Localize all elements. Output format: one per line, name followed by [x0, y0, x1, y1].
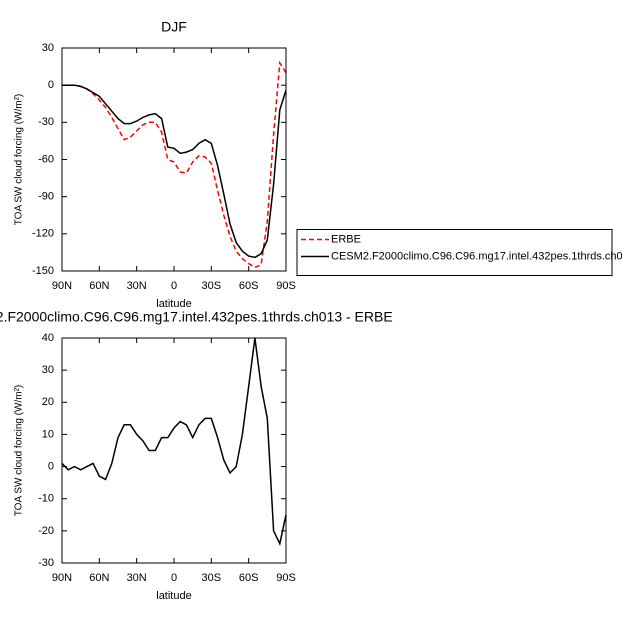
- chart-title: DJF: [161, 19, 187, 35]
- x-axis-label: latitude: [156, 298, 191, 310]
- y-tick-label: -30: [38, 557, 54, 569]
- y-tick-label: 30: [42, 364, 54, 376]
- x-tick-label: 60N: [89, 572, 109, 584]
- y-tick-label: -120: [32, 228, 54, 240]
- y-tick-label: 30: [42, 42, 54, 54]
- x-tick-label: 0: [171, 572, 177, 584]
- legend-label: ERBE: [331, 233, 361, 245]
- x-tick-label: 30N: [127, 572, 147, 584]
- x-tick-label: 30S: [202, 280, 222, 292]
- y-tick-label: -150: [32, 265, 54, 277]
- data-line: [62, 60, 287, 269]
- legend-label: CESM2.F2000climo.C96.C96.mg17.intel.432p…: [331, 250, 622, 262]
- data-line: [61, 337, 287, 546]
- x-tick-label: 0: [171, 280, 177, 292]
- x-tick-label: 90S: [276, 572, 296, 584]
- y-tick-label: 10: [42, 428, 54, 440]
- y-tick-label: -20: [38, 525, 54, 537]
- plot-frame: [61, 47, 287, 272]
- y-axis-label: TOA SW cloud forcing (W/m²): [14, 385, 25, 517]
- x-axis-label: latitude: [156, 590, 191, 602]
- x-tick-label: 60S: [239, 280, 259, 292]
- x-tick-label: 30N: [127, 280, 147, 292]
- x-tick-label: 90N: [52, 280, 72, 292]
- x-tick-label: 90S: [276, 280, 296, 292]
- y-tick-label: -90: [38, 191, 54, 203]
- y-tick-label: -10: [38, 493, 54, 505]
- x-tick-label: 90N: [52, 572, 72, 584]
- y-axis-label: TOA SW cloud forcing (W/m²): [14, 94, 25, 226]
- y-tick-label: 0: [48, 79, 54, 91]
- x-tick-label: 30S: [202, 572, 222, 584]
- y-tick-label: 40: [42, 332, 54, 344]
- legend-box: [296, 229, 613, 276]
- data-line: [62, 84, 287, 259]
- y-tick-label: -30: [38, 116, 54, 128]
- y-tick-label: -60: [38, 153, 54, 165]
- x-tick-label: 60N: [89, 280, 109, 292]
- x-tick-label: 60S: [239, 572, 259, 584]
- plot-frame: [61, 337, 287, 564]
- y-tick-label: 0: [48, 460, 54, 472]
- chart-title: CESM2.F2000climo.C96.C96.mg17.intel.432p…: [0, 309, 393, 325]
- y-tick-label: 20: [42, 396, 54, 408]
